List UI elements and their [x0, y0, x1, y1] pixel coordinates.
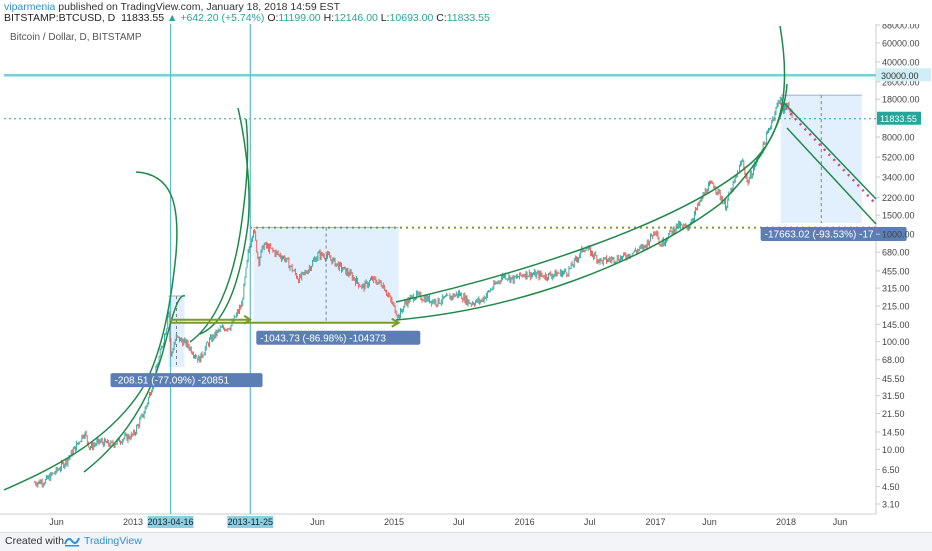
- x-highlight-badge: [147, 516, 194, 528]
- drawdown-box: [780, 95, 862, 223]
- y-tick-label: 680.00: [882, 248, 910, 258]
- x-tick-label: Jul: [453, 517, 465, 527]
- parabola-2013-b: [83, 295, 186, 473]
- drawdown-label-text: -1043.73 (-86.98%) -104373: [260, 333, 386, 344]
- x-tick-label: 2018: [776, 517, 796, 527]
- created-with-label: Created with: [5, 535, 64, 547]
- close-value: 11833.55: [446, 12, 490, 24]
- high-value: 12146.00: [334, 12, 378, 24]
- publish-info: published on TradingView.com, January 18…: [58, 1, 341, 13]
- tradingview-brand-link[interactable]: TradingView: [84, 535, 142, 547]
- y-tick-label: 14.50: [882, 427, 905, 437]
- chart-svg[interactable]: -208.51 (-77.09%) -20851 -1043.73 (-86.98…: [0, 21, 932, 532]
- parabola-2017-lower: [395, 83, 788, 321]
- parabola-2013-d: [189, 118, 249, 343]
- publish-line: viparmenia published on TradingView.com,…: [4, 1, 340, 13]
- x-tick-label: 2013-11-25: [228, 517, 273, 527]
- drawdown-label-box: [760, 226, 907, 241]
- x-tick-label: Jul: [584, 517, 596, 527]
- drawdown-label: -17663.02 (-93.53%) -17: [760, 226, 907, 241]
- drawdown-label-box: [256, 330, 421, 345]
- y-tick-label: 1500.00: [882, 211, 915, 221]
- plot-background: [4, 24, 876, 514]
- drawdown-label-text: -17663.02 (-93.53%) -17: [765, 229, 874, 240]
- x-tick-label: 2015: [384, 517, 404, 527]
- last-price-badge-text: 11833.55: [880, 114, 917, 124]
- last-price-badge: [877, 111, 921, 125]
- y-tick-label: 100.00: [882, 337, 910, 347]
- y-tick-label: 5200.00: [882, 153, 915, 163]
- high-label: H:: [323, 12, 335, 24]
- low-label: L:: [380, 12, 390, 24]
- y-tick-label: 455.00: [882, 266, 910, 276]
- y-tick-label: 68.00: [882, 355, 905, 365]
- arrow-2015-head: [391, 317, 401, 328]
- drawdown-box: [168, 296, 185, 368]
- y-tick-label: 145.00: [882, 320, 910, 330]
- x-tick-label: Jun: [49, 517, 64, 527]
- x-tick-label: 2016: [515, 517, 535, 527]
- x-tick-label: Jun: [702, 517, 717, 527]
- y-tick-label: 26000.00: [882, 77, 920, 87]
- y-tick-label: 40000.00: [882, 57, 920, 67]
- y-tick-label: 60000.00: [882, 38, 920, 48]
- close-label: C:: [436, 12, 447, 24]
- chart-title: Bitcoin / Dollar, D, BITSTAMP: [10, 32, 142, 43]
- parabolic-curves: [3, 25, 877, 491]
- open-label: O:: [267, 12, 279, 24]
- y-tick-label: 45.50: [882, 374, 905, 384]
- y-tick-label: 8000.00: [882, 133, 915, 143]
- channel-lower: [786, 127, 877, 225]
- y-tick-label: 21.50: [882, 409, 905, 419]
- drawdown-boxes: [168, 94, 862, 368]
- parabola-2013-a: [3, 171, 178, 491]
- parabola-2017-upper: [395, 25, 786, 303]
- author-link[interactable]: viparmenia: [4, 1, 56, 13]
- drawdown-label: -1043.73 (-86.98%) -104373: [256, 330, 421, 345]
- y-tick-label: 18000.00: [882, 95, 920, 105]
- tradingview-logo-icon: [64, 537, 80, 547]
- open-value: 11199.00: [278, 12, 321, 24]
- price-badges: 30000.00 11833.55: [877, 68, 931, 125]
- x-tick-label: 2013: [123, 517, 143, 527]
- x-highlight-badge: [227, 516, 274, 528]
- price-change: ▲ +642.20 (+5.74%): [167, 12, 265, 24]
- x-tick-label: 2017: [645, 517, 665, 527]
- last-price: 11833.55: [121, 12, 165, 24]
- level-badge: [877, 68, 931, 82]
- y-tick-label: 31.50: [882, 391, 905, 401]
- y-tick-label: 10.00: [882, 445, 905, 455]
- y-tick-label: 6.50: [882, 465, 900, 475]
- y-tick-label: 315.00: [882, 284, 910, 294]
- low-value: 10693.00: [389, 12, 434, 24]
- x-tick-label: 2013-04-16: [148, 517, 194, 527]
- y-tick-label: 88000.00: [882, 24, 920, 31]
- drawdown-label-text: -208.51 (-77.09%) -20851: [115, 376, 230, 387]
- y-tick-label: 3400.00: [882, 172, 915, 182]
- channel-upper: [782, 101, 877, 200]
- y-tick-label: 2200.00: [882, 193, 915, 203]
- x-tick-label: Jun: [833, 517, 848, 527]
- x-tick-label: Jun: [310, 517, 325, 527]
- drawdown-label-box: [110, 373, 263, 388]
- y-tick-label: 3.10: [882, 500, 900, 510]
- symbol-label: BITSTAMP:BTCUSD, D: [4, 12, 116, 24]
- parabola-2013-c: [199, 107, 250, 335]
- drawdown-label: -208.51 (-77.09%) -20851: [110, 373, 263, 388]
- time-axis-ticks: Jun 2013 2013-04-16 2013-11-25 Jun 2015 Jul 201…: [49, 516, 847, 528]
- ohlc-line: BITSTAMP:BTCUSD, D 11833.55 ▲ +642.20 (+…: [4, 12, 490, 24]
- y-tick-label: 215.00: [882, 301, 910, 311]
- level-badge-text: 30000.00: [881, 71, 919, 81]
- y-tick-label: 4.50: [882, 482, 900, 492]
- price-axis-ticks: 88000.00 60000.00 40000.00 26000.00 18000.00…: [876, 21, 920, 510]
- y-tick-label: 1000.00: [882, 230, 915, 240]
- footer-bar: Created with TradingView: [0, 532, 932, 551]
- price-candles: [34, 96, 793, 488]
- chart-area[interactable]: -208.51 (-77.09%) -20851 -1043.73 (-86.98…: [0, 21, 932, 532]
